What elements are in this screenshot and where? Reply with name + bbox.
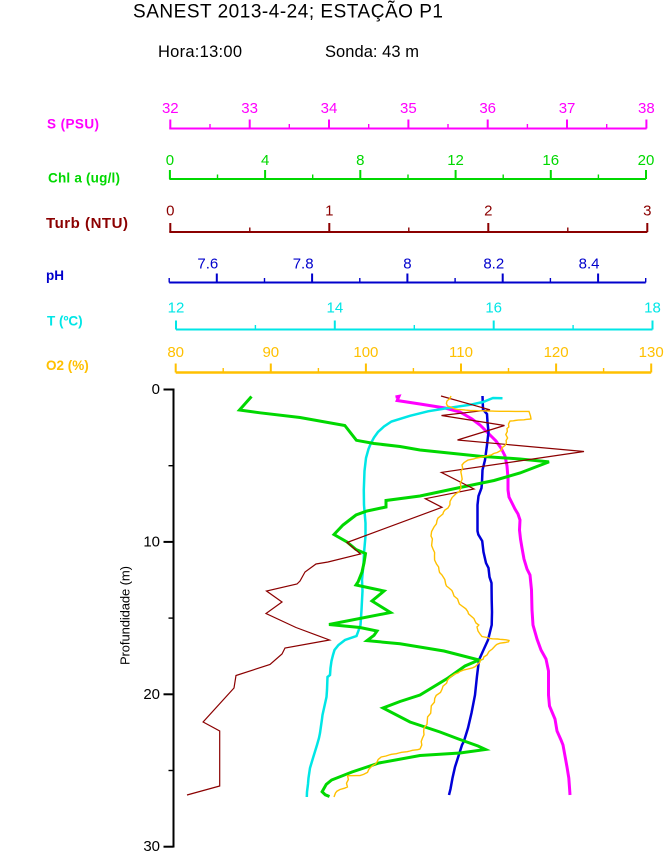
svg-text:Sonda: 43 m: Sonda: 43 m	[325, 43, 419, 61]
svg-text:16: 16	[485, 300, 502, 317]
svg-text:7.6: 7.6	[197, 256, 218, 273]
svg-text:35: 35	[400, 100, 417, 117]
svg-text:O2 (%): O2 (%)	[46, 358, 89, 373]
svg-text:16: 16	[542, 152, 559, 169]
svg-text:Hora:13:00: Hora:13:00	[158, 43, 242, 61]
svg-text:3: 3	[643, 203, 651, 220]
svg-text:32: 32	[162, 100, 179, 117]
svg-text:8: 8	[403, 256, 411, 273]
svg-text:Turb (NTU): Turb (NTU)	[46, 215, 128, 232]
svg-text:8: 8	[356, 152, 364, 169]
svg-text:110: 110	[449, 344, 473, 361]
svg-text:Chl a (ug/l): Chl a (ug/l)	[48, 171, 120, 186]
svg-text:120: 120	[544, 344, 569, 361]
svg-text:4: 4	[261, 152, 269, 169]
svg-text:90: 90	[262, 344, 279, 361]
svg-text:Profundidade (m): Profundidade (m)	[118, 566, 133, 665]
svg-text:8.2: 8.2	[483, 256, 504, 273]
svg-text:130: 130	[639, 344, 664, 361]
svg-text:pH: pH	[46, 268, 64, 283]
svg-text:34: 34	[321, 100, 338, 117]
svg-text:8.4: 8.4	[579, 256, 600, 273]
svg-text:80: 80	[167, 344, 184, 361]
svg-text:10: 10	[143, 533, 160, 550]
svg-text:SANEST 2013-4-24; ESTAÇÃO P1: SANEST 2013-4-24; ESTAÇÃO P1	[133, 1, 443, 23]
svg-text:0: 0	[166, 203, 174, 220]
svg-text:1: 1	[325, 203, 333, 220]
svg-text:T (ºC): T (ºC)	[47, 314, 83, 329]
svg-text:0: 0	[166, 152, 174, 169]
svg-text:14: 14	[326, 300, 343, 317]
svg-text:S (PSU): S (PSU)	[47, 117, 99, 132]
svg-text:0: 0	[152, 381, 160, 398]
svg-text:12: 12	[168, 300, 185, 317]
svg-text:7.8: 7.8	[293, 256, 314, 273]
svg-text:30: 30	[143, 838, 160, 855]
svg-text:36: 36	[479, 100, 496, 117]
svg-text:38: 38	[638, 100, 655, 117]
svg-text:33: 33	[241, 100, 258, 117]
svg-text:18: 18	[644, 300, 661, 317]
svg-text:20: 20	[638, 152, 655, 169]
svg-text:37: 37	[559, 100, 576, 117]
svg-text:100: 100	[353, 344, 378, 361]
svg-text:20: 20	[143, 686, 160, 703]
svg-text:2: 2	[484, 203, 492, 220]
svg-text:12: 12	[447, 152, 464, 169]
